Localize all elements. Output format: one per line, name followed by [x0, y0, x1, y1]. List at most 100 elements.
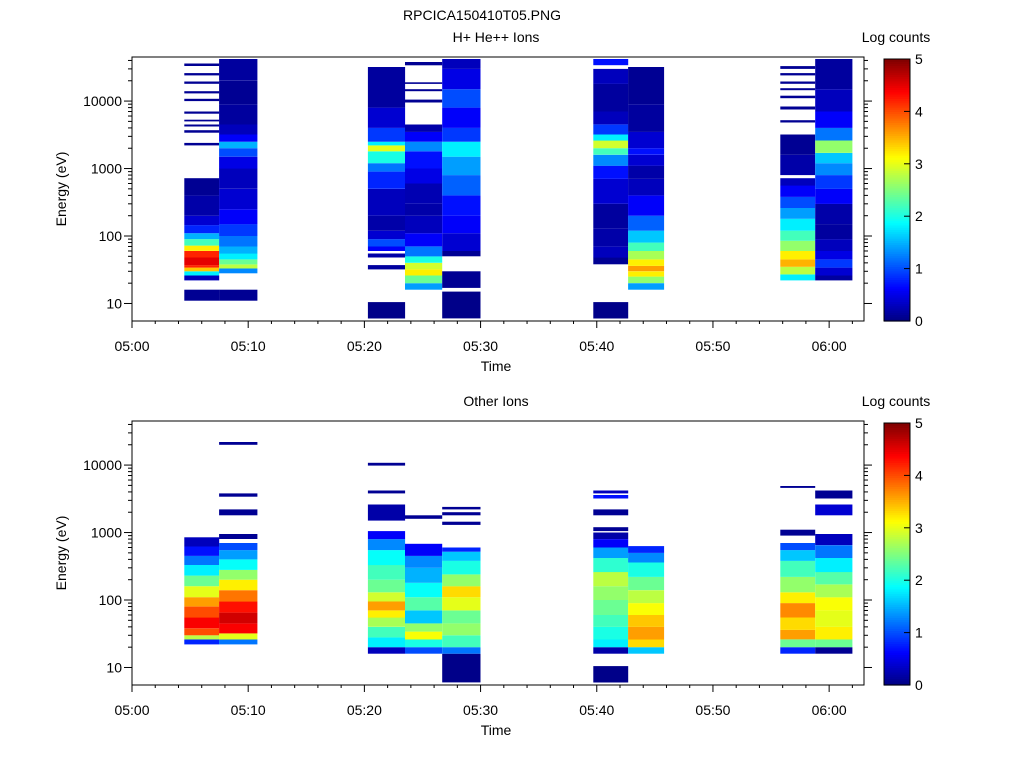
heatmap-cell: [815, 59, 853, 90]
heatmap-cell: [628, 626, 665, 640]
heatmap-cell: [184, 233, 220, 240]
colorbar-segment: [884, 98, 910, 102]
colorbar-segment: [884, 139, 910, 143]
colorbar-segment: [884, 536, 910, 540]
heatmap-cell: [815, 259, 853, 268]
colorbar-segment: [884, 654, 910, 658]
heatmap-cell: [219, 148, 258, 157]
heatmap-cell: [367, 601, 406, 611]
heatmap-cell: [628, 647, 665, 654]
colorbar-segment: [884, 200, 910, 204]
heatmap-cell: [442, 547, 481, 552]
x-tick-label: 05:50: [695, 702, 730, 718]
heatmap-cell: [593, 647, 629, 654]
heatmap-cell: [184, 257, 220, 266]
colorbar-segment: [884, 117, 910, 121]
heatmap-cell: [628, 165, 665, 179]
colorbar-segment: [884, 564, 910, 568]
colorbar-segment: [884, 233, 910, 237]
heatmap-cell: [219, 264, 258, 269]
heatmap-cell: [367, 163, 406, 172]
heatmap-cell: [184, 586, 220, 598]
colorbar-segment: [884, 205, 910, 209]
heatmap-cell: [593, 228, 629, 247]
colorbar-segment: [884, 72, 910, 75]
heatmap-cell: [593, 154, 629, 166]
heatmap-cell: [628, 148, 665, 155]
heatmap-cell: [405, 82, 443, 84]
colorbar-segment: [884, 157, 910, 161]
heatmap-cell: [184, 111, 220, 114]
colorbar-segment: [884, 244, 910, 248]
heatmap-cell: [780, 88, 816, 91]
heatmap-cell: [815, 203, 853, 225]
colorbar-segment: [884, 431, 910, 435]
heatmap-cell: [815, 224, 853, 240]
heatmap-cell: [184, 628, 220, 636]
heatmap-cell: [367, 610, 406, 618]
colorbar-segment: [884, 296, 910, 300]
heatmap-cell: [405, 203, 443, 216]
heatmap-cell: [442, 551, 481, 561]
colorbar-segment: [884, 61, 910, 64]
colorbar-segment: [884, 519, 910, 522]
heatmap-cell: [593, 203, 629, 229]
heatmap-cell: [219, 236, 258, 247]
colorbar-segment: [884, 299, 910, 302]
colorbar-segment: [884, 301, 910, 305]
heatmap-cell: [593, 586, 629, 600]
heatmap-cell: [593, 68, 629, 84]
colorbar-segment: [884, 501, 910, 505]
colorbar-segment: [884, 571, 910, 575]
colorbar-segment: [884, 647, 910, 651]
heatmap-cell: [442, 560, 481, 575]
colorbar-segment: [884, 492, 910, 496]
colorbar-segment: [884, 126, 910, 130]
heatmap-cell: [815, 597, 853, 611]
colorbar-segment: [884, 479, 910, 483]
colorbar-segment: [884, 423, 910, 426]
colorbar-segment: [884, 505, 910, 509]
heatmap-cell: [815, 490, 853, 499]
colorbar-segment: [884, 120, 910, 123]
heatmap-cell: [815, 239, 853, 251]
heatmap-cell: [442, 68, 481, 90]
y-tick-label: 10: [106, 659, 122, 675]
colorbar-segment: [884, 503, 910, 507]
heatmap-cell: [367, 67, 406, 108]
colorbar-segment: [884, 658, 910, 662]
y-tick-label: 1000: [91, 525, 122, 541]
heatmap-cell: [405, 141, 443, 152]
colorbar-segment: [884, 621, 910, 625]
heatmap-cell: [780, 629, 816, 640]
colorbar-segment: [884, 272, 910, 276]
heatmap-cell: [628, 271, 665, 277]
heatmap-cell: [628, 259, 665, 266]
heatmap-cell: [184, 265, 220, 268]
heatmap-cell: [405, 168, 443, 184]
colorbar-segment: [884, 523, 910, 527]
colorbar-segment: [884, 144, 910, 147]
colorbar-segment: [884, 460, 910, 463]
heatmap-cell: [815, 610, 853, 627]
heatmap-cell: [593, 532, 629, 539]
colorbar-tick-label: 0: [915, 313, 923, 329]
heatmap-cell: [815, 572, 853, 585]
heatmap-cell: [593, 666, 629, 683]
colorbar-segment: [884, 582, 910, 586]
heatmap-cell: [184, 555, 220, 565]
heatmap-cell: [219, 623, 258, 634]
heatmap-cell: [184, 91, 220, 94]
heatmap-cell: [405, 597, 443, 611]
heatmap-cell: [815, 545, 853, 558]
colorbar-segment: [884, 275, 910, 278]
x-axis-label: Time: [481, 358, 512, 374]
heatmap-cell: [219, 569, 258, 580]
heatmap-cell: [442, 574, 481, 587]
x-tick-label: 05:00: [114, 338, 149, 354]
colorbar-segment: [884, 680, 910, 684]
heatmap-cell: [780, 617, 816, 630]
heatmap-cell: [780, 639, 816, 648]
colorbar-segment: [884, 220, 910, 224]
heatmap-cell: [219, 493, 258, 497]
